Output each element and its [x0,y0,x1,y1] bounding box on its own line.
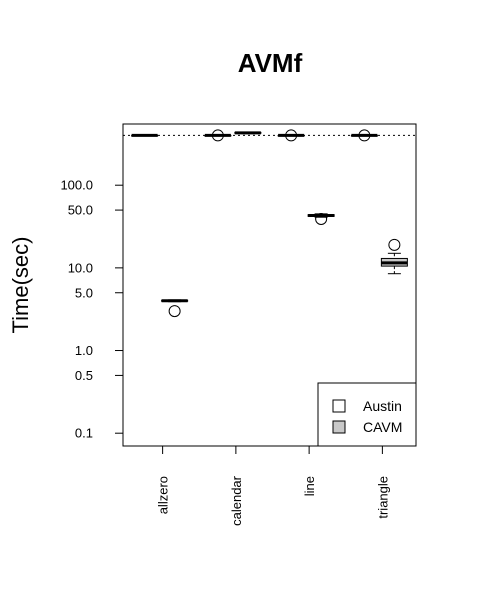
outlier-point [285,129,298,142]
x-tick-label: line [302,476,317,496]
box-cavm-triangle [380,238,408,275]
box-austin-allzero [131,133,159,137]
y-tick-label: 1.0 [75,343,93,358]
y-tick-label: 100.0 [60,178,93,193]
y-tick-label: 0.1 [75,426,93,441]
outlier-point [211,129,224,142]
box-cavm-allzero [161,299,189,318]
box-marks [131,129,408,318]
y-axis-label-group: Time(sec) [8,237,33,334]
box-cavm-calendar [234,131,262,135]
outlier-point [315,213,328,226]
plot-frame [122,123,417,447]
y-axis-label: Time(sec) [8,237,33,334]
legend-box [317,382,417,447]
y-tick-label: 10.0 [68,260,93,275]
y-tick-label: 5.0 [75,285,93,300]
box-cavm-line [307,213,335,226]
x-axis: allzero calendar line triangle [156,446,390,526]
legend: Austin CAVM [317,382,417,447]
y-axis: 0.1 0.5 1.0 5.0 10.0 50.0 100.0 [60,178,123,441]
y-tick-label: 50.0 [68,203,93,218]
y-tick-label: 0.5 [75,368,93,383]
chart-title: AVMf [238,48,303,78]
legend-swatch [332,420,346,434]
outlier-point [388,238,401,251]
x-tick-label: triangle [375,476,390,519]
legend-label: CAVM [363,419,402,435]
box-austin-triangle [350,129,378,142]
legend-label: Austin [363,398,402,414]
legend-swatch [332,399,346,413]
outlier-point [358,129,371,142]
x-tick-label: calendar [229,475,244,526]
plot-area [122,123,417,447]
x-tick-label: allzero [156,476,171,514]
box-austin-line [277,129,305,142]
box-austin-calendar [204,129,232,142]
outlier-point [168,305,181,318]
